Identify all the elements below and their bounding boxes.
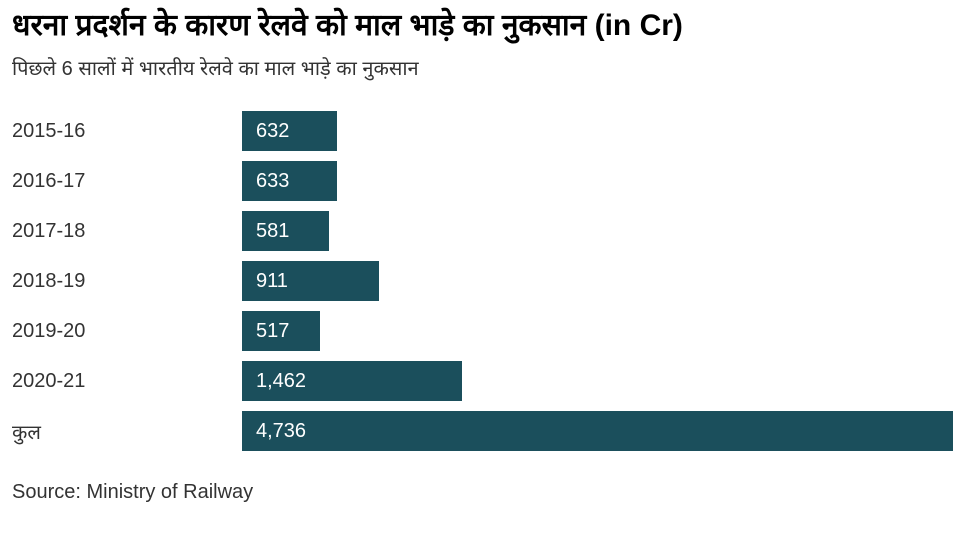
bar: 911 bbox=[242, 261, 379, 301]
bar-value: 632 bbox=[256, 120, 289, 143]
bar-value: 633 bbox=[256, 170, 289, 193]
bar-track: 4,736 bbox=[242, 411, 968, 451]
bar: 517 bbox=[242, 311, 320, 351]
bar-track: 911 bbox=[242, 261, 968, 301]
chart-row: 2020-21 1,462 bbox=[12, 359, 968, 403]
bar: 4,736 bbox=[242, 411, 953, 451]
bar-chart: 2015-16 632 2016-17 633 2017-18 581 2018-19 911… bbox=[12, 109, 968, 453]
bar-track: 633 bbox=[242, 161, 968, 201]
chart-row: 2015-16 632 bbox=[12, 109, 968, 153]
bar-value: 4,736 bbox=[256, 420, 306, 443]
category-label: 2015-16 bbox=[12, 120, 242, 143]
bar-value: 911 bbox=[256, 270, 288, 293]
chart-row: 2016-17 633 bbox=[12, 159, 968, 203]
bar-track: 517 bbox=[242, 311, 968, 351]
bar-value: 517 bbox=[256, 320, 289, 343]
category-label: कुल bbox=[12, 418, 242, 445]
bar-value: 1,462 bbox=[256, 370, 306, 393]
bar: 1,462 bbox=[242, 361, 462, 401]
category-label: 2017-18 bbox=[12, 220, 242, 243]
category-label: 2016-17 bbox=[12, 170, 242, 193]
bar-track: 1,462 bbox=[242, 361, 968, 401]
category-label: 2019-20 bbox=[12, 320, 242, 343]
bar: 632 bbox=[242, 111, 337, 151]
chart-title: धरना प्रदर्शन के कारण रेलवे को माल भाड़े… bbox=[12, 8, 968, 44]
chart-row: 2019-20 517 bbox=[12, 309, 968, 353]
bar: 633 bbox=[242, 161, 337, 201]
bar-track: 632 bbox=[242, 111, 968, 151]
chart-row: 2017-18 581 bbox=[12, 209, 968, 253]
bar: 581 bbox=[242, 211, 329, 251]
chart-row: कुल 4,736 bbox=[12, 409, 968, 453]
source-text: Source: Ministry of Railway bbox=[12, 481, 968, 504]
bar-track: 581 bbox=[242, 211, 968, 251]
category-label: 2020-21 bbox=[12, 370, 242, 393]
category-label: 2018-19 bbox=[12, 270, 242, 293]
chart-subtitle: पिछले 6 सालों में भारतीय रेलवे का माल भा… bbox=[12, 54, 968, 81]
bar-value: 581 bbox=[256, 220, 289, 243]
chart-row: 2018-19 911 bbox=[12, 259, 968, 303]
